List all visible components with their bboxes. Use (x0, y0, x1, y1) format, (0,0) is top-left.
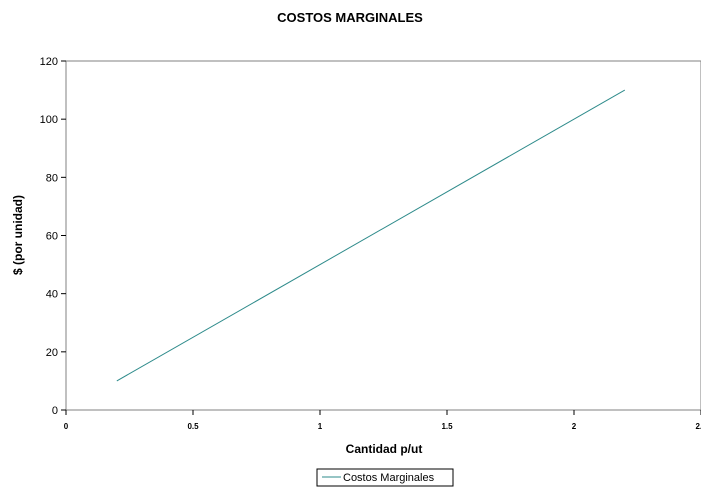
y-tick-label: 40 (46, 289, 58, 301)
series-group (116, 89, 626, 382)
legend: Costos Marginales (316, 468, 454, 487)
y-axis: 0 20 40 60 80 100 120 (40, 56, 66, 417)
y-tick-label: 80 (46, 172, 58, 184)
y-tick-label: 20 (46, 347, 58, 359)
y-tick-label: 100 (40, 114, 58, 126)
plot-area (65, 60, 701, 411)
y-tick-label: 60 (46, 231, 58, 243)
y-axis-label: $ (por unidad) (11, 195, 25, 275)
x-tick-label: 1 (318, 422, 323, 431)
x-axis-label: Cantidad p/ut (346, 442, 423, 456)
series-line-costos-marginales (116, 89, 626, 382)
x-tick-label: 0.5 (187, 422, 199, 431)
x-tick-label: 2 (572, 422, 577, 431)
legend-entry-label: Costos Marginales (343, 472, 435, 484)
x-tick-label: 2.5 (695, 422, 701, 431)
chart-title: COSTOS MARGINALES (277, 10, 423, 25)
x-axis: 0 0.5 1 1.5 2 2.5 (64, 410, 701, 431)
x-tick-label: 1.5 (441, 422, 453, 431)
y-tick-label: 0 (52, 405, 58, 417)
y-tick-label: 120 (40, 56, 58, 68)
legend-box (316, 468, 454, 487)
x-tick-label: 0 (64, 422, 69, 431)
